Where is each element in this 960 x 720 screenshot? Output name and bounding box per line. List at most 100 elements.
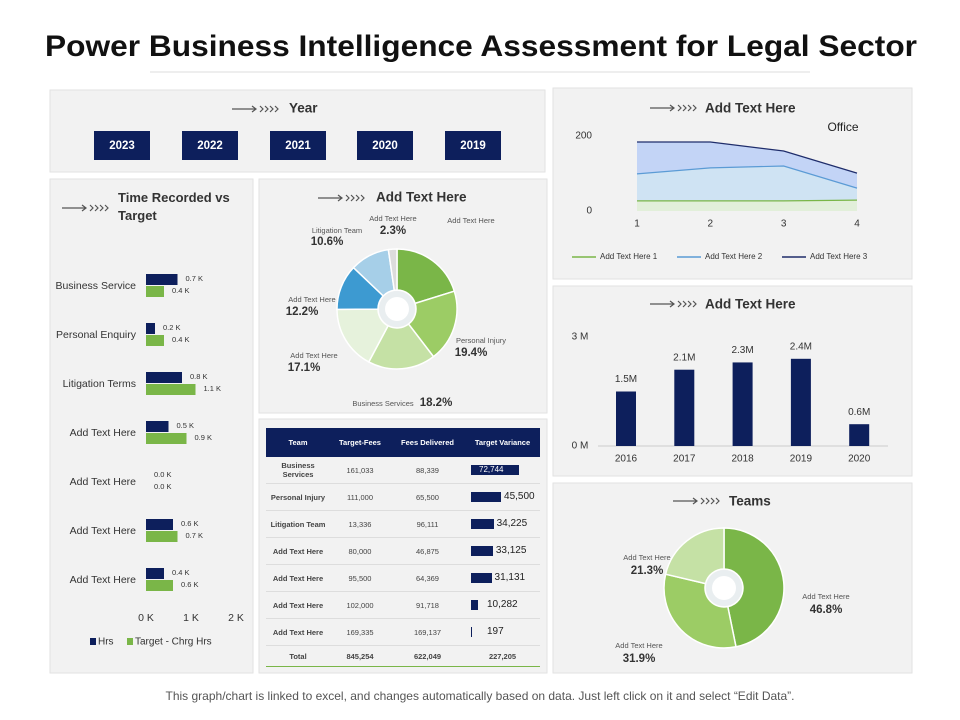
variance-bar xyxy=(471,465,519,475)
bar xyxy=(674,369,695,446)
slice-value: 10.6% xyxy=(311,236,344,248)
table-header: Team Target-Fees Fees Delivered Target Vari… xyxy=(266,428,540,457)
slice-name: Litigation Team xyxy=(312,226,362,235)
variance-label: 31,131 xyxy=(494,572,526,583)
bar xyxy=(146,335,164,346)
legend-label: Add Text Here 1 xyxy=(600,252,658,261)
panel-title: Year xyxy=(289,101,318,116)
bar xyxy=(732,362,753,446)
bar xyxy=(790,358,811,446)
value-label: 0.0 K xyxy=(154,470,172,479)
year-label: 2023 xyxy=(109,140,135,152)
x-tick-label: 2 K xyxy=(228,612,244,624)
team-cell: Business Services xyxy=(266,457,330,484)
chart-subtitle: Office xyxy=(827,120,858,134)
table-cell: 169,335 xyxy=(330,618,390,646)
value-label: 0.7 K xyxy=(186,531,204,540)
table-cell: 169,137 xyxy=(390,618,465,646)
slice-value: 46.8% xyxy=(810,604,843,616)
x-tick-label: 2016 xyxy=(615,454,638,465)
bar xyxy=(146,286,164,297)
slice-value: 31.9% xyxy=(623,653,656,665)
category-label: Add Text Here xyxy=(70,427,137,439)
variance-label: 34,225 xyxy=(496,518,528,529)
value-label: 2.1M xyxy=(673,352,695,363)
slice-value: 17.1% xyxy=(288,362,321,374)
table-cell: 96,111 xyxy=(390,510,465,538)
value-label: 0.6M xyxy=(848,407,870,418)
variance-label: 72,744 xyxy=(479,465,504,474)
year-label: 2020 xyxy=(372,140,398,152)
x-tick-label: 2018 xyxy=(731,454,754,465)
total-cell: 227,205 xyxy=(465,645,540,667)
year-button[interactable] xyxy=(94,131,150,160)
value-label: 0.4 K xyxy=(172,286,190,295)
legend-label: Add Text Here 2 xyxy=(705,252,763,261)
team-cell: Add Text Here xyxy=(266,537,330,565)
year-button[interactable] xyxy=(357,131,413,160)
value-label: 0.6 K xyxy=(181,519,199,528)
x-tick-label: 2019 xyxy=(790,454,813,465)
table-cell: 111,000 xyxy=(330,483,390,511)
panel-title: Teams xyxy=(729,494,771,509)
table-cell: 46,875 xyxy=(390,537,465,565)
header-icon xyxy=(62,204,109,212)
variance-bar xyxy=(471,546,493,556)
slice xyxy=(723,527,785,648)
header-icon xyxy=(650,300,697,308)
column-header: Team xyxy=(266,428,330,457)
team-cell: Add Text Here xyxy=(266,564,330,592)
donut-center xyxy=(712,576,736,600)
year-button[interactable] xyxy=(182,131,238,160)
table-cell: 88,339 xyxy=(390,457,465,484)
column-header: Fees Delivered xyxy=(390,428,465,457)
legend-label: Add Text Here 3 xyxy=(810,252,868,261)
bar xyxy=(146,323,155,334)
value-label: 0.5 K xyxy=(177,421,195,430)
footer-note: This graph/chart is linked to excel, and… xyxy=(165,689,795,703)
total-cell: 845,254 xyxy=(330,645,390,667)
column-header: Target-Fees xyxy=(330,428,390,457)
value-label: 1.5M xyxy=(615,374,637,385)
area xyxy=(637,200,857,211)
category-label: Add Text Here xyxy=(70,525,137,537)
variance-label: 33,125 xyxy=(495,545,527,556)
slice xyxy=(407,290,458,358)
year-button[interactable] xyxy=(445,131,501,160)
area-line xyxy=(637,141,858,174)
variance-label: 197 xyxy=(487,626,504,637)
bar xyxy=(146,568,164,579)
bar xyxy=(849,424,870,446)
bar xyxy=(146,384,196,395)
table-cell: 13,336 xyxy=(330,510,390,538)
bar xyxy=(146,433,187,444)
slice-name: Add Text Here xyxy=(290,351,337,360)
panel-title: Add Text Here xyxy=(705,101,796,116)
slice-name: Personal Injury xyxy=(456,336,506,345)
area-line xyxy=(637,199,858,202)
panel-title: Add Text Here xyxy=(376,190,467,205)
table-row: Add Text Here 102,000 91,718 10,282 xyxy=(266,591,540,619)
variance-bar xyxy=(471,600,478,610)
y-tick-label: 0 xyxy=(586,206,592,217)
donut-center xyxy=(385,297,409,321)
legend-label: Hrs xyxy=(98,637,114,648)
value-label: 2.4M xyxy=(790,341,812,352)
year-label: 2019 xyxy=(460,140,486,152)
year-button[interactable] xyxy=(270,131,326,160)
slice-name: Add Text Here xyxy=(447,216,494,225)
bar xyxy=(146,531,178,542)
x-tick-label: 2017 xyxy=(673,454,696,465)
table-cell: 161,033 xyxy=(330,457,390,484)
value-label: 0.7 K xyxy=(186,274,204,283)
slice xyxy=(664,527,725,585)
slice-value: 21.3% xyxy=(631,565,664,577)
slice-value: 2.3% xyxy=(380,225,406,237)
slice-value: 18.2% xyxy=(420,397,453,409)
table-cell: 64,369 xyxy=(390,564,465,592)
legend-swatch xyxy=(90,638,96,645)
fees-table: Team Target-Fees Fees Delivered Target Vari… xyxy=(266,428,540,667)
total-cell: Total xyxy=(266,645,330,667)
header-icon xyxy=(673,497,720,505)
